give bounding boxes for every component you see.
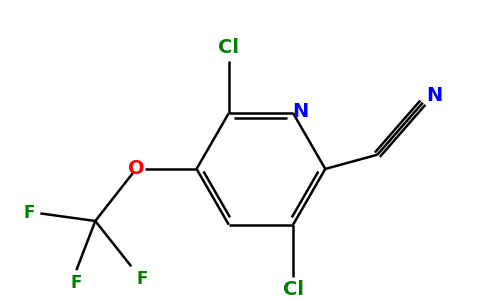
Text: Cl: Cl bbox=[218, 38, 239, 57]
Text: F: F bbox=[137, 270, 148, 288]
Text: F: F bbox=[23, 204, 35, 222]
Text: F: F bbox=[71, 274, 82, 292]
Text: O: O bbox=[128, 159, 144, 178]
Text: Cl: Cl bbox=[283, 280, 303, 299]
Text: N: N bbox=[426, 85, 442, 105]
Text: N: N bbox=[292, 102, 309, 121]
